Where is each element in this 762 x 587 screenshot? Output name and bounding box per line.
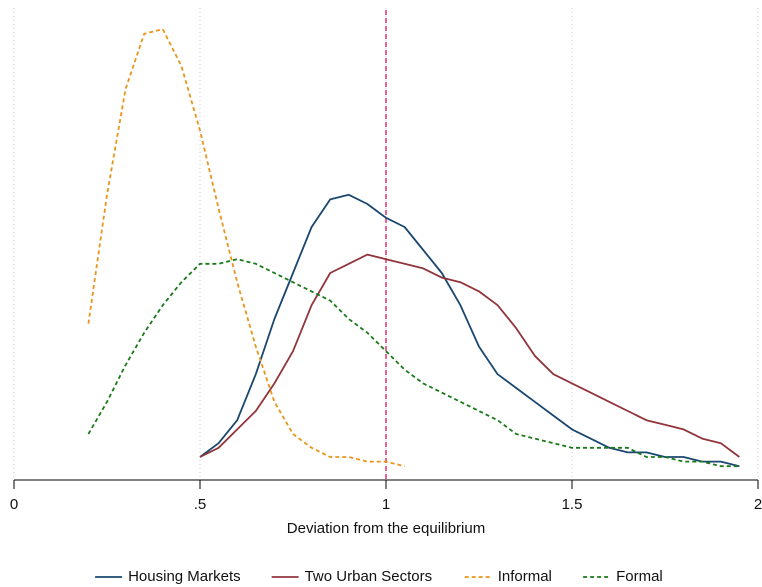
- legend-label: Informal: [498, 568, 552, 585]
- series-line: [199, 253, 740, 458]
- x-tick-label: 1.5: [562, 496, 583, 513]
- series-line: [87, 28, 405, 468]
- series-line: [199, 193, 740, 468]
- x-tick-label: 2: [754, 496, 762, 513]
- x-tick-label: 0: [10, 496, 18, 513]
- legend-label: Housing Markets: [128, 568, 241, 585]
- x-tick-label: .5: [194, 496, 207, 513]
- legend-label: Formal: [616, 568, 663, 585]
- x-axis-label: Deviation from the equilibrium: [287, 520, 485, 537]
- series-line: [87, 258, 740, 468]
- x-tick-label: 1: [382, 496, 390, 513]
- legend-label: Two Urban Sectors: [305, 568, 433, 585]
